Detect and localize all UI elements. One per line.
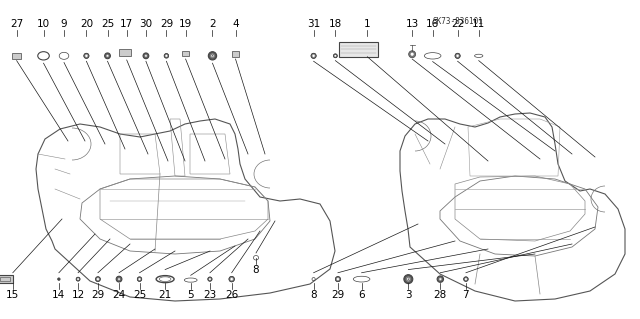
Text: 6: 6: [358, 290, 365, 300]
Text: SK73-836101: SK73-836101: [432, 17, 483, 26]
Circle shape: [464, 277, 468, 281]
Circle shape: [456, 55, 459, 57]
Text: 8: 8: [310, 290, 317, 300]
Bar: [119, 49, 131, 56]
Text: 9: 9: [61, 19, 67, 29]
Text: 18: 18: [329, 19, 342, 29]
Circle shape: [208, 277, 212, 281]
Circle shape: [405, 276, 412, 282]
Text: 24: 24: [113, 290, 125, 300]
Bar: [339, 42, 378, 57]
Text: 19: 19: [179, 19, 192, 29]
Bar: [182, 51, 189, 56]
Text: 29: 29: [160, 19, 173, 29]
Text: 4: 4: [232, 19, 239, 29]
Circle shape: [138, 278, 141, 280]
Text: 25: 25: [101, 19, 114, 29]
Circle shape: [311, 53, 316, 58]
Circle shape: [337, 278, 339, 280]
Text: 15: 15: [6, 290, 19, 300]
Circle shape: [411, 53, 413, 56]
Text: 2: 2: [209, 19, 216, 29]
Circle shape: [409, 51, 415, 58]
Circle shape: [438, 277, 442, 281]
Circle shape: [465, 278, 467, 280]
FancyBboxPatch shape: [12, 53, 21, 59]
Circle shape: [58, 278, 60, 280]
Text: 8: 8: [253, 264, 259, 275]
Text: 31: 31: [307, 19, 320, 29]
Text: 21: 21: [159, 290, 172, 300]
Text: 20: 20: [80, 19, 93, 29]
Circle shape: [144, 54, 148, 58]
Bar: [232, 51, 239, 57]
Text: 5: 5: [188, 290, 194, 300]
Circle shape: [118, 278, 120, 280]
Circle shape: [406, 278, 410, 281]
FancyBboxPatch shape: [0, 275, 13, 283]
Text: 22: 22: [451, 19, 464, 29]
Text: 30: 30: [140, 19, 152, 29]
Circle shape: [116, 276, 122, 282]
Circle shape: [85, 55, 88, 57]
Text: 27: 27: [10, 19, 23, 29]
Circle shape: [107, 55, 108, 56]
Circle shape: [145, 55, 147, 56]
Circle shape: [229, 276, 234, 282]
Circle shape: [95, 277, 100, 281]
Text: 25: 25: [133, 290, 146, 300]
Text: 26: 26: [225, 290, 238, 300]
Circle shape: [312, 55, 315, 57]
Circle shape: [138, 277, 141, 281]
Circle shape: [335, 55, 336, 57]
Circle shape: [455, 53, 460, 58]
Text: 14: 14: [52, 290, 65, 300]
Circle shape: [404, 275, 413, 284]
Circle shape: [76, 277, 80, 281]
Circle shape: [212, 55, 213, 56]
Text: 29: 29: [92, 290, 104, 300]
Circle shape: [440, 278, 441, 280]
Circle shape: [408, 278, 409, 280]
Text: 12: 12: [72, 290, 84, 300]
Text: 28: 28: [434, 290, 447, 300]
Circle shape: [209, 52, 216, 60]
Circle shape: [335, 277, 340, 282]
Text: 16: 16: [426, 19, 439, 29]
Text: 1: 1: [364, 19, 371, 29]
Circle shape: [106, 54, 109, 58]
Circle shape: [230, 278, 233, 280]
Circle shape: [117, 277, 121, 281]
Circle shape: [211, 54, 214, 57]
Circle shape: [165, 55, 168, 57]
Text: 3: 3: [405, 290, 412, 300]
Circle shape: [77, 278, 79, 280]
Text: 10: 10: [37, 19, 50, 29]
Circle shape: [105, 53, 110, 59]
Text: 17: 17: [120, 19, 133, 29]
Circle shape: [84, 53, 89, 58]
Text: 29: 29: [332, 290, 344, 300]
Circle shape: [209, 278, 211, 280]
Circle shape: [209, 53, 216, 59]
Circle shape: [164, 54, 168, 58]
Text: 7: 7: [463, 290, 469, 300]
Text: 23: 23: [204, 290, 216, 300]
Text: 13: 13: [406, 19, 419, 29]
Circle shape: [143, 53, 148, 59]
Circle shape: [437, 276, 444, 282]
Circle shape: [97, 278, 99, 280]
Text: 11: 11: [472, 19, 485, 29]
Circle shape: [333, 54, 337, 58]
